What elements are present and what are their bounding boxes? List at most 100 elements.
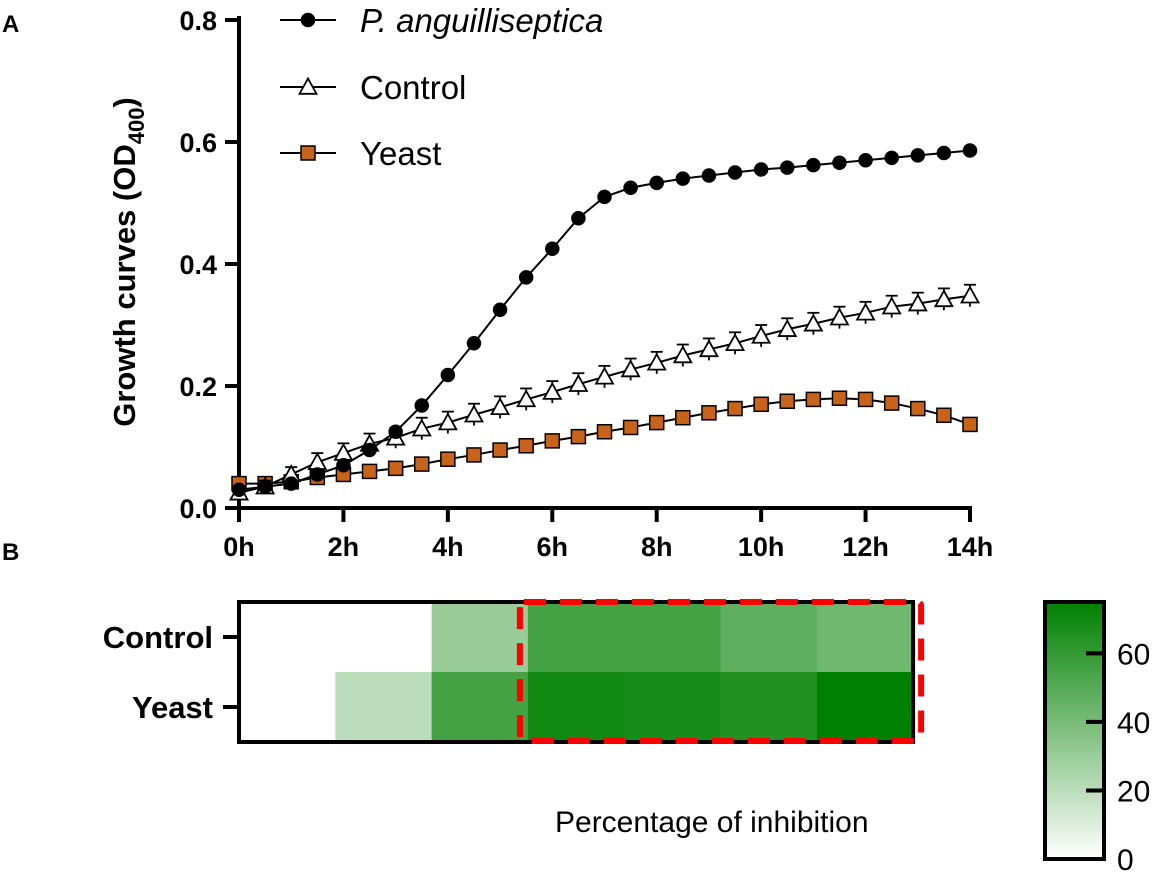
x-tick-label: 0h	[223, 532, 255, 562]
series-yeast	[231, 390, 978, 492]
control-marker	[803, 313, 824, 332]
pathogen-marker	[257, 479, 273, 494]
highlight-dashed-box	[516, 599, 925, 744]
y-tick-label: 0.0	[179, 494, 217, 524]
legend-label-control: Control	[360, 69, 466, 106]
control-marker	[725, 332, 746, 352]
x-tick-label: 12h	[842, 532, 889, 562]
yeast-marker	[466, 447, 482, 463]
pathogen-marker	[231, 482, 247, 497]
control-marker	[437, 412, 458, 431]
panel-label-a: A	[2, 11, 19, 38]
yeast-marker	[518, 438, 534, 454]
y-axis-title-main: Growth curves (OD	[107, 144, 142, 427]
y-axis-title: Growth curves (OD400)	[107, 97, 149, 427]
yeast-marker	[622, 419, 639, 436]
colorbar: 0 20 40 60	[1043, 600, 1150, 873]
control-marker	[698, 339, 719, 358]
growth-curve-chart: 0.0 0.2 0.4 0.6 0.8 0h 2h 4h 6h 8h 10h 12h 14h P. an…	[107, 2, 993, 562]
control-marker	[411, 418, 432, 437]
yeast-marker	[883, 395, 900, 411]
control-marker	[646, 352, 667, 371]
colorbar-label: Percentage of inhibition	[555, 806, 869, 839]
yeast-marker	[727, 400, 743, 417]
line-chart-series	[228, 143, 981, 501]
heatmap-cell-control	[527, 602, 625, 673]
yeast-marker	[414, 456, 430, 472]
y-tick-label: 0.6	[179, 128, 217, 158]
yeast-marker	[805, 391, 822, 408]
yeast-marker	[440, 451, 456, 467]
heatmap-cell-yeast	[816, 672, 914, 743]
pathogen-marker	[727, 165, 743, 180]
pathogen-marker	[623, 180, 638, 195]
control-marker	[829, 307, 850, 326]
yeast-marker	[675, 409, 691, 426]
yeast-marker	[387, 460, 404, 477]
heatmap-cell-yeast	[720, 672, 818, 743]
y-tick-label: 0.2	[179, 372, 217, 402]
y-tick-label: 0.4	[179, 250, 217, 280]
pathogen-marker	[492, 302, 508, 317]
control-marker	[542, 381, 563, 400]
yeast-marker	[831, 390, 848, 406]
legend-label-pathogen: P. anguilliseptica	[360, 2, 603, 39]
yeast-marker	[857, 391, 874, 408]
heatmap-cell-control	[720, 602, 818, 673]
yeast-marker	[648, 414, 665, 431]
yeast-marker	[492, 442, 508, 458]
heatmap-cell-yeast	[431, 672, 529, 743]
pathogen-marker	[753, 162, 769, 177]
control-marker	[907, 293, 928, 312]
control-marker	[620, 359, 641, 378]
pathogen-marker	[675, 171, 691, 186]
heatmap-cell-yeast	[527, 672, 625, 743]
pathogen-marker	[518, 270, 534, 285]
pathogen-marker	[414, 398, 429, 413]
control-marker	[463, 404, 484, 423]
control-marker	[307, 451, 328, 470]
x-tick-label: 2h	[328, 532, 360, 562]
control-marker	[568, 373, 589, 392]
pathogen-marker	[780, 160, 795, 175]
pathogen-marker	[649, 175, 664, 191]
yeast-marker	[910, 400, 926, 417]
heatmap-row-label: Control	[103, 620, 213, 655]
x-tick-label: 4h	[432, 532, 464, 562]
heatmap-cell-yeast	[624, 672, 722, 743]
heatmap-cell-control	[816, 602, 914, 673]
pathogen-marker	[388, 424, 403, 439]
colorbar-tick-label: 20	[1117, 775, 1150, 808]
colorbar-tick-label: 0	[1117, 844, 1134, 873]
pathogen-marker	[597, 189, 612, 205]
pathogen-marker	[910, 148, 926, 163]
pathogen-marker	[936, 145, 952, 161]
panel-label-b: B	[2, 539, 19, 566]
heatmap-cell-control	[335, 602, 433, 673]
control-marker	[333, 442, 354, 461]
yeast-marker	[544, 433, 561, 449]
pathogen-marker	[336, 458, 351, 473]
colorbar-tick-label: 60	[1117, 638, 1150, 671]
pathogen-marker	[283, 476, 299, 491]
pathogen-marker	[440, 367, 456, 383]
inhibition-heatmap: Control Yeast	[103, 599, 925, 744]
yeast-marker	[596, 424, 613, 440]
legend-control-marker	[297, 76, 319, 95]
pathogen-marker	[962, 143, 978, 158]
pathogen-marker	[466, 336, 482, 351]
pathogen-marker	[832, 155, 847, 170]
pathogen-marker	[310, 467, 325, 482]
control-marker	[672, 345, 693, 364]
control-marker	[516, 389, 537, 408]
pathogen-marker	[362, 442, 377, 458]
control-marker	[490, 396, 511, 416]
heatmap-cell-yeast	[239, 672, 336, 743]
legend-pathogen-marker	[300, 12, 316, 28]
x-tick-label: 8h	[641, 532, 673, 562]
control-marker	[855, 302, 876, 321]
control-marker	[777, 318, 798, 337]
y-axis-title-subscript: 400	[124, 108, 149, 145]
pathogen-marker	[701, 168, 717, 183]
